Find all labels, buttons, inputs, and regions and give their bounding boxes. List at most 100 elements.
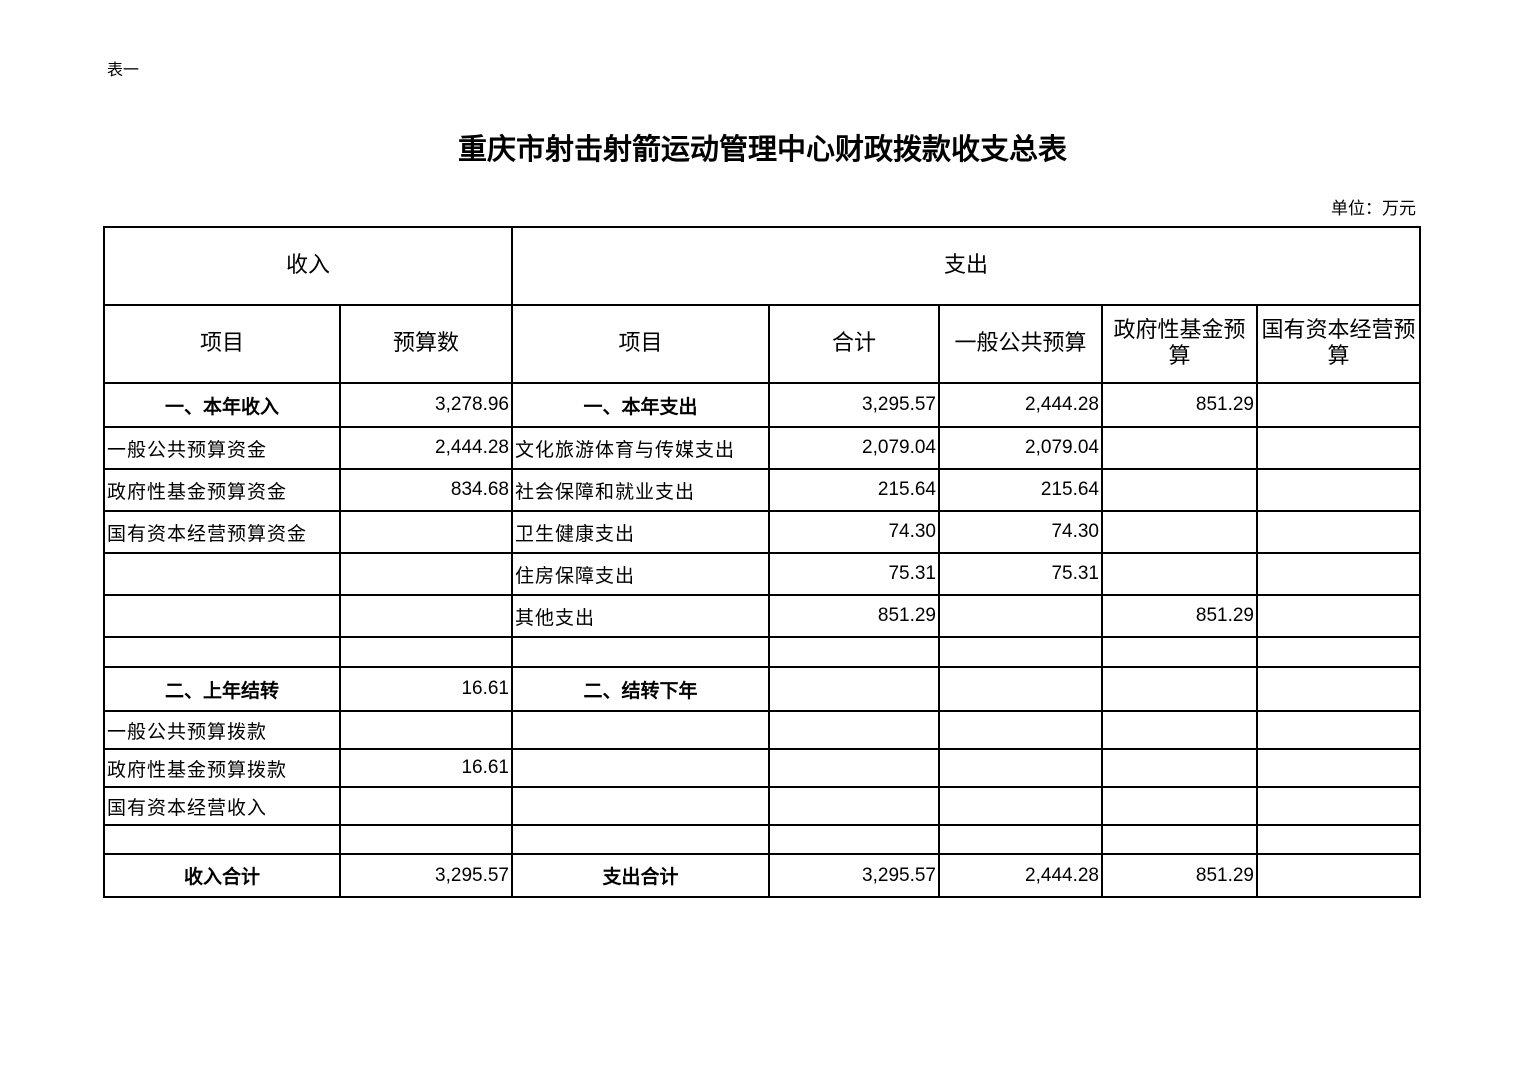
table-row: 政府性基金预算资金 834.68 社会保障和就业支出 215.64 215.64 bbox=[103, 468, 1421, 512]
table-cell bbox=[1101, 710, 1258, 750]
table-cell bbox=[768, 786, 940, 826]
table-cell: 其他支出 bbox=[511, 594, 770, 638]
col-header: 国有资本经营预算 bbox=[1256, 304, 1421, 384]
table-row: 一般公共预算拨款 bbox=[103, 710, 1421, 750]
table-cell: 一般公共预算资金 bbox=[103, 426, 341, 470]
table-row: 二、上年结转 16.61 二、结转下年 bbox=[103, 666, 1421, 712]
table-cell bbox=[1256, 786, 1421, 826]
table-cell: 851.29 bbox=[1101, 594, 1258, 638]
table-cell: 851.29 bbox=[1101, 382, 1258, 428]
table-cell bbox=[339, 824, 513, 855]
table-cell: 社会保障和就业支出 bbox=[511, 468, 770, 512]
table-cell: 3,295.57 bbox=[768, 853, 940, 898]
table-cell: 2,444.28 bbox=[938, 853, 1103, 898]
table-cell bbox=[938, 748, 1103, 788]
table-cell bbox=[103, 636, 341, 668]
table-cell bbox=[1256, 382, 1421, 428]
table-row: 一、本年收入 3,278.96 一、本年支出 3,295.57 2,444.28 851.… bbox=[103, 382, 1421, 428]
table-cell bbox=[339, 636, 513, 668]
table-cell bbox=[1101, 666, 1258, 712]
col-header: 预算数 bbox=[339, 304, 513, 384]
table-cell: 16.61 bbox=[339, 748, 513, 788]
table-cell bbox=[339, 786, 513, 826]
table-row: 一般公共预算资金 2,444.28 文化旅游体育与传媒支出 2,079.04 2,079… bbox=[103, 426, 1421, 470]
table-cell bbox=[511, 824, 770, 855]
budget-table: 收入 支出 项目 预算数 项目 合计 一般公共预算 政府性基金预算 国有资本经营… bbox=[103, 226, 1421, 898]
table-cell: 3,278.96 bbox=[339, 382, 513, 428]
table-cell: 一、本年收入 bbox=[103, 382, 341, 428]
table-cell bbox=[938, 824, 1103, 855]
table-cell bbox=[1101, 426, 1258, 470]
table-cell: 支出合计 bbox=[511, 853, 770, 898]
table-cell: 3,295.57 bbox=[339, 853, 513, 898]
table-cell: 收入合计 bbox=[103, 853, 341, 898]
income-header: 收入 bbox=[103, 226, 513, 306]
table-cell: 国有资本经营收入 bbox=[103, 786, 341, 826]
table-cell bbox=[768, 748, 940, 788]
table-cell bbox=[103, 824, 341, 855]
table-cell bbox=[1101, 786, 1258, 826]
table-cell bbox=[1101, 510, 1258, 554]
table-cell bbox=[768, 710, 940, 750]
table-row bbox=[103, 636, 1421, 668]
table-cell: 2,444.28 bbox=[339, 426, 513, 470]
table-cell bbox=[339, 594, 513, 638]
table-cell: 住房保障支出 bbox=[511, 552, 770, 596]
col-header: 政府性基金预算 bbox=[1101, 304, 1258, 384]
table-cell: 75.31 bbox=[768, 552, 940, 596]
table-cell bbox=[1101, 552, 1258, 596]
table-cell bbox=[1256, 666, 1421, 712]
col-header: 项目 bbox=[103, 304, 341, 384]
table-cell bbox=[1256, 636, 1421, 668]
table-cell bbox=[1256, 426, 1421, 470]
table-cell bbox=[511, 710, 770, 750]
table-cell: 215.64 bbox=[768, 468, 940, 512]
col-header: 合计 bbox=[768, 304, 940, 384]
table-cell bbox=[938, 594, 1103, 638]
table-row: 其他支出 851.29 851.29 bbox=[103, 594, 1421, 638]
page-title: 重庆市射击射箭运动管理中心财政拨款收支总表 bbox=[457, 132, 1067, 166]
table-cell bbox=[511, 636, 770, 668]
table-cell bbox=[1256, 853, 1421, 898]
table-cell bbox=[511, 748, 770, 788]
table-cell: 851.29 bbox=[1101, 853, 1258, 898]
table-cell: 74.30 bbox=[768, 510, 940, 554]
table-cell: 二、结转下年 bbox=[511, 666, 770, 712]
table-cell bbox=[1256, 594, 1421, 638]
table-cell bbox=[938, 786, 1103, 826]
table-row bbox=[103, 824, 1421, 855]
table-cell: 834.68 bbox=[339, 468, 513, 512]
expense-header: 支出 bbox=[511, 226, 1421, 306]
table-cell bbox=[768, 824, 940, 855]
table-row: 政府性基金预算拨款 16.61 bbox=[103, 748, 1421, 788]
table-cell bbox=[938, 666, 1103, 712]
table-cell: 215.64 bbox=[938, 468, 1103, 512]
table-cell: 3,295.57 bbox=[768, 382, 940, 428]
table-cell bbox=[1256, 748, 1421, 788]
table-row: 国有资本经营预算资金 卫生健康支出 74.30 74.30 bbox=[103, 510, 1421, 554]
table-cell bbox=[938, 710, 1103, 750]
table-cell: 一般公共预算拨款 bbox=[103, 710, 341, 750]
table-cell: 卫生健康支出 bbox=[511, 510, 770, 554]
table-cell bbox=[511, 786, 770, 826]
table-cell bbox=[1256, 824, 1421, 855]
table-cell bbox=[339, 552, 513, 596]
table-cell bbox=[1101, 468, 1258, 512]
table-cell: 2,444.28 bbox=[938, 382, 1103, 428]
table-cell bbox=[1256, 552, 1421, 596]
table-cell: 851.29 bbox=[768, 594, 940, 638]
table-cell bbox=[1256, 468, 1421, 512]
table-cell: 一、本年支出 bbox=[511, 382, 770, 428]
table-cell bbox=[339, 510, 513, 554]
col-header: 一般公共预算 bbox=[938, 304, 1103, 384]
table-cell: 16.61 bbox=[339, 666, 513, 712]
table-cell: 国有资本经营预算资金 bbox=[103, 510, 341, 554]
table-label: 表一 bbox=[107, 60, 140, 79]
table-cell bbox=[768, 636, 940, 668]
table-cell: 政府性基金预算资金 bbox=[103, 468, 341, 512]
table-cell: 74.30 bbox=[938, 510, 1103, 554]
table-cell bbox=[1256, 510, 1421, 554]
table-cell bbox=[768, 666, 940, 712]
table-cell bbox=[1101, 636, 1258, 668]
table-cell: 文化旅游体育与传媒支出 bbox=[511, 426, 770, 470]
